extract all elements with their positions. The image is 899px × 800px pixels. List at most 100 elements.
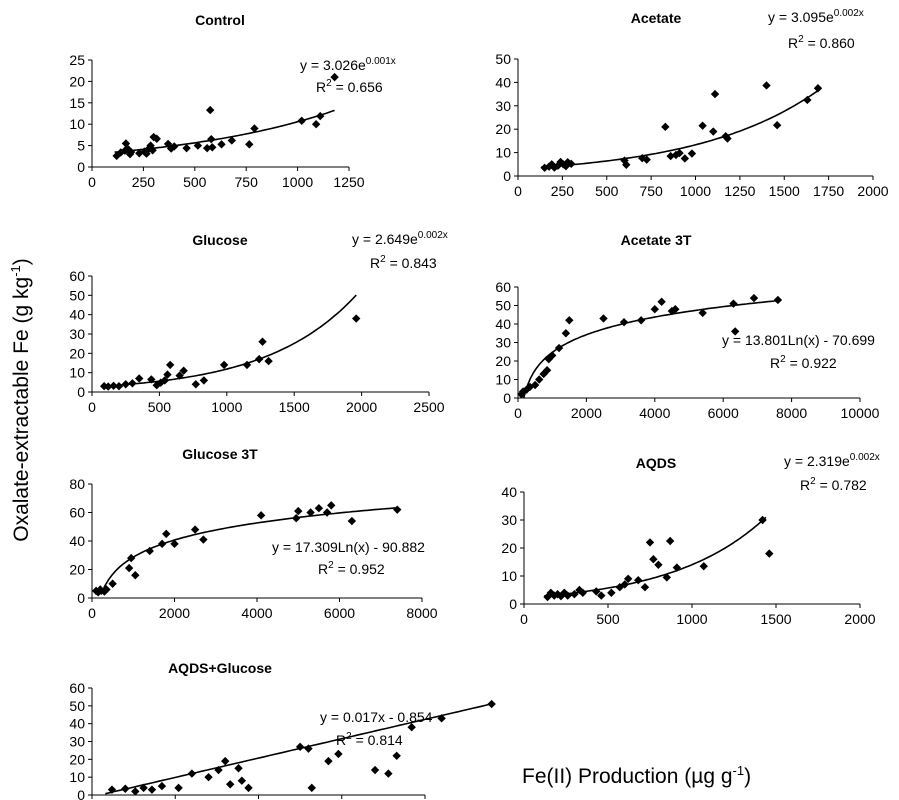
y-tick-label: 0 — [77, 384, 85, 400]
data-point — [190, 525, 200, 534]
data-point — [687, 149, 697, 158]
data-point — [642, 155, 651, 164]
x-tick-label: 2000 — [159, 605, 190, 621]
data-point — [636, 316, 646, 325]
y-tick-label: 10 — [69, 769, 85, 785]
data-point — [242, 360, 252, 370]
data-point — [179, 366, 188, 375]
data-point — [134, 374, 144, 383]
x-tick-label: 0 — [88, 399, 96, 415]
y-tick-label: 40 — [69, 716, 85, 732]
data-point — [698, 308, 707, 318]
data-point — [245, 140, 254, 149]
y-tick-label: 0 — [509, 596, 517, 612]
x-tick-label: 0 — [520, 611, 528, 627]
y-tick-label: 20 — [69, 562, 85, 578]
x-tick-label: 2000 — [857, 183, 888, 199]
data-point — [657, 297, 666, 306]
data-point — [102, 585, 111, 594]
data-point — [710, 89, 720, 99]
data-point — [227, 136, 237, 145]
data-point — [556, 157, 565, 167]
y-tick-label: 30 — [495, 98, 511, 114]
data-point — [597, 591, 606, 600]
subplot-5: 0 20 40 60 80 0 2000 4000 6000 8000 Glucose 3T y = … — [69, 446, 437, 621]
data-point — [547, 160, 556, 169]
data-point — [634, 576, 643, 585]
x-tick-label: 0 — [88, 174, 96, 190]
data-point — [199, 535, 208, 544]
data-point — [559, 160, 568, 169]
data-point — [221, 756, 230, 766]
data-point — [157, 781, 167, 791]
data-point — [109, 381, 118, 391]
data-point — [535, 375, 544, 384]
x-tick-label: 500 — [596, 611, 620, 627]
data-point — [772, 121, 782, 130]
data-point — [622, 160, 631, 169]
subplot-3: 0 10 20 30 40 50 60 0 500 1000 1500 2000 2500 Glucose… — [69, 230, 447, 415]
fit-equation: y = 2.319e0.002x — [784, 452, 880, 469]
data-point — [517, 390, 526, 399]
data-point — [607, 588, 616, 597]
fit-equation: y = 17.309Ln(x) - 90.882 — [272, 539, 425, 555]
data-point — [254, 354, 264, 364]
x-tick-label: 6000 — [708, 405, 739, 421]
y-tick-label: 30 — [69, 326, 85, 342]
fit-r2: R2 = 0.814 — [336, 731, 403, 748]
data-point — [487, 699, 496, 709]
data-point — [699, 562, 708, 571]
data-point — [758, 515, 767, 525]
data-point — [170, 539, 179, 549]
data-point — [202, 143, 212, 153]
data-point — [295, 742, 305, 752]
data-point — [525, 382, 535, 392]
data-point — [578, 588, 587, 597]
data-point — [264, 356, 273, 366]
x-tick-label: 500 — [148, 399, 172, 415]
data-point — [162, 529, 171, 539]
data-point — [553, 590, 562, 599]
x-tick-label: 1000 — [211, 399, 242, 415]
y-tick-label: 30 — [69, 734, 85, 750]
y-tick-label: 40 — [69, 533, 85, 549]
subplot-title: Control — [195, 12, 245, 28]
x-tick-label: 4000 — [241, 605, 272, 621]
data-point — [698, 121, 707, 130]
data-point — [437, 714, 446, 723]
fit-equation: y = 13.801Ln(x) - 70.699 — [722, 332, 875, 348]
fit-r2: R2 = 0.860 — [788, 34, 855, 51]
y-tick-label: 50 — [69, 698, 85, 714]
data-point — [307, 783, 316, 793]
data-point — [662, 573, 671, 582]
data-point — [103, 382, 113, 391]
data-point — [131, 787, 140, 796]
data-point — [563, 157, 572, 167]
data-point — [234, 764, 243, 773]
data-point — [152, 134, 161, 143]
data-point — [671, 150, 681, 160]
data-point — [765, 549, 774, 558]
data-point — [773, 295, 783, 305]
subplot-title: Acetate 3T — [621, 232, 692, 248]
data-point — [147, 785, 157, 794]
data-point — [570, 590, 579, 599]
data-point — [623, 574, 633, 583]
y-tick-label: 50 — [69, 287, 85, 303]
data-point — [561, 161, 571, 171]
data-point — [749, 293, 759, 303]
x-tick-label: 2000 — [346, 399, 377, 415]
data-point — [187, 769, 197, 778]
data-point — [620, 580, 629, 589]
y-tick-label: 20 — [69, 345, 85, 361]
y-tick-label: 60 — [69, 268, 85, 284]
x-tick-label: 1250 — [333, 174, 364, 190]
data-point — [157, 539, 167, 549]
y-axis-label: Oxalate-extractable Fe (g kg-1) — [8, 258, 33, 542]
fit-r2: R2 = 0.782 — [800, 476, 867, 493]
subplot-6: 0 10 20 30 40 0 500 1000 1500 2000 AQDS y = 2.319e0… — [501, 452, 879, 627]
fit-equation: y = 0.017x - 0.854 — [320, 709, 433, 725]
data-point — [330, 72, 339, 82]
y-tick-label: 20 — [495, 121, 511, 137]
